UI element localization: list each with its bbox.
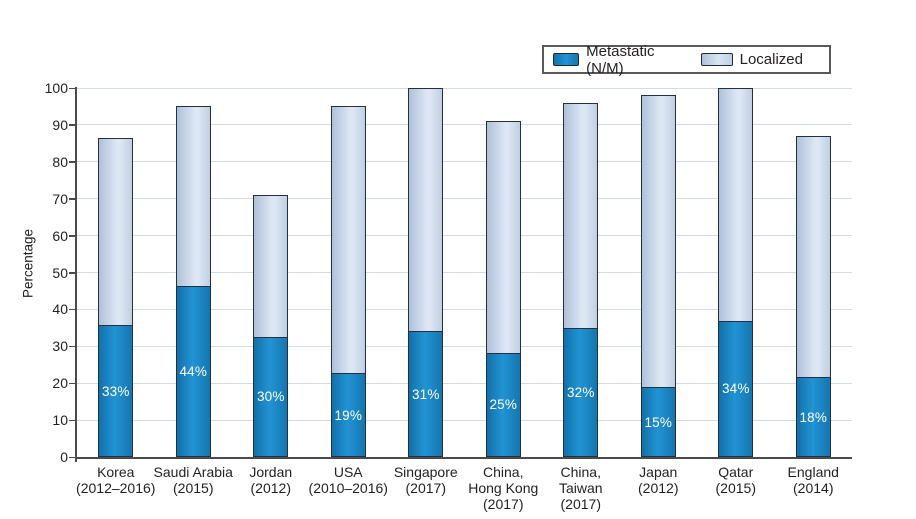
- y-axis-tick: [69, 456, 75, 458]
- y-axis-tick: [69, 235, 75, 237]
- y-axis-tick: [69, 124, 75, 126]
- x-axis-category-label: England (2014): [787, 464, 839, 496]
- x-axis-line: [75, 457, 852, 459]
- y-axis-tick: [69, 419, 75, 422]
- bar-segment-localized: [795, 135, 831, 378]
- bar-group: 34%: [718, 88, 754, 457]
- bar-group: 25%: [485, 121, 521, 457]
- bar-value-label: 18%: [799, 409, 828, 425]
- y-axis-tick-label: 30: [52, 338, 68, 355]
- x-axis-category-label: Singapore (2017): [393, 464, 458, 496]
- y-axis-tick-label: 40: [52, 301, 68, 318]
- bar-segment-metastatic: 44%: [175, 285, 211, 457]
- bar-group: 19%: [330, 106, 366, 457]
- y-axis-tick-label: 60: [52, 227, 68, 244]
- legend-item-metastatic: Metastatic (N/M): [553, 43, 675, 77]
- bar-group: 30%: [253, 195, 289, 457]
- bar-segment-localized: [175, 106, 211, 286]
- bar-segment-metastatic: 19%: [330, 373, 366, 457]
- bar-segment-localized: [485, 121, 521, 353]
- y-axis-tick-label: 50: [52, 264, 68, 281]
- gridline: [77, 235, 852, 237]
- bar-value-label: 32%: [566, 384, 595, 400]
- y-axis-tick-label: 10: [52, 412, 68, 429]
- bar-group: 33%: [98, 137, 134, 457]
- localized-color-swatch: [700, 53, 733, 66]
- bar-value-label: 25%: [489, 397, 518, 413]
- bar-value-label: 15%: [644, 414, 673, 430]
- x-axis-category-label: USA (2010–2016): [308, 464, 388, 496]
- x-axis-category-label: Japan (2012): [638, 464, 679, 496]
- y-axis-tick: [69, 198, 75, 200]
- bar-value-label: 30%: [256, 389, 285, 405]
- bar-segment-metastatic: 25%: [485, 352, 521, 457]
- legend-box: Metastatic (N/M) Localized: [542, 43, 831, 77]
- bar-segment-metastatic: 18%: [795, 377, 831, 457]
- bar-segment-localized: [330, 106, 366, 374]
- bar-segment-metastatic: 31%: [408, 331, 444, 457]
- y-axis-tick-label: 0: [60, 449, 68, 465]
- bar-group: 15%: [640, 95, 676, 457]
- bar-segment-metastatic: 32%: [563, 327, 599, 457]
- bar-segment-localized: [718, 88, 754, 321]
- gridline: [77, 124, 852, 126]
- bar-value-label: 31%: [411, 386, 440, 402]
- bar-segment-localized: [253, 195, 289, 337]
- gridline: [77, 198, 852, 200]
- bar-value-label: 34%: [721, 381, 750, 397]
- gridline: [77, 87, 852, 89]
- bar-segment-localized: [563, 102, 599, 328]
- y-axis-tick: [69, 87, 75, 89]
- y-axis-tick-label: 70: [52, 190, 68, 207]
- bar-segment-metastatic: 34%: [718, 320, 754, 457]
- gridline: [77, 161, 852, 163]
- gridline: [77, 345, 852, 347]
- x-axis-category-label: China, Hong Kong (2017): [468, 464, 539, 512]
- y-axis-tick: [69, 308, 75, 311]
- bar-segment-localized: [640, 95, 676, 388]
- bar-segment-localized: [408, 88, 444, 332]
- y-axis-line: [75, 87, 77, 462]
- x-axis-category-label: Qatar (2015): [715, 464, 756, 496]
- legend-item-localized: Localized: [700, 51, 803, 68]
- bar-segment-metastatic: 30%: [253, 336, 289, 457]
- y-axis-tick-label: 90: [52, 116, 68, 133]
- gridline: [77, 272, 852, 273]
- bar-segment-metastatic: 15%: [640, 387, 676, 457]
- bar-group: 32%: [563, 102, 599, 457]
- legend-label-metastatic: Metastatic (N/M): [586, 42, 655, 77]
- y-axis-tick-label: 20: [52, 375, 68, 392]
- gridline: [77, 382, 852, 384]
- y-axis-title: Percentage: [20, 228, 36, 299]
- x-axis-category-label: Jordan (2012): [249, 464, 293, 496]
- y-axis-tick-label: 80: [52, 153, 68, 170]
- bar-segment-metastatic: 33%: [98, 325, 134, 457]
- bar-value-label: 44%: [179, 363, 208, 379]
- bar-segment-localized: [98, 137, 134, 326]
- metastatic-color-swatch: [553, 53, 580, 66]
- x-axis-category-label: Saudi Arabia (2015): [153, 464, 233, 496]
- y-axis-tick: [69, 345, 75, 348]
- bar-value-label: 33%: [101, 383, 130, 399]
- x-axis-category-label: China, Taiwan (2017): [558, 464, 603, 512]
- y-axis-tick: [69, 161, 75, 163]
- y-axis-tick: [69, 272, 75, 274]
- bar-group: 31%: [408, 88, 444, 457]
- bar-group: 18%: [795, 135, 831, 457]
- y-axis-tick: [69, 382, 75, 385]
- bar-value-label: 19%: [334, 407, 363, 423]
- gridline: [77, 308, 852, 310]
- bar-group: 44%: [175, 106, 211, 457]
- x-axis-category-label: Korea (2012–2016): [76, 464, 156, 496]
- legend-label-localized: Localized: [739, 51, 803, 68]
- gridline: [77, 419, 852, 421]
- plot-area: 33% 44% 30% 19% 31% 25% 32% 15% 34% 18%: [77, 87, 852, 457]
- y-axis-tick-label: 100: [44, 80, 68, 96]
